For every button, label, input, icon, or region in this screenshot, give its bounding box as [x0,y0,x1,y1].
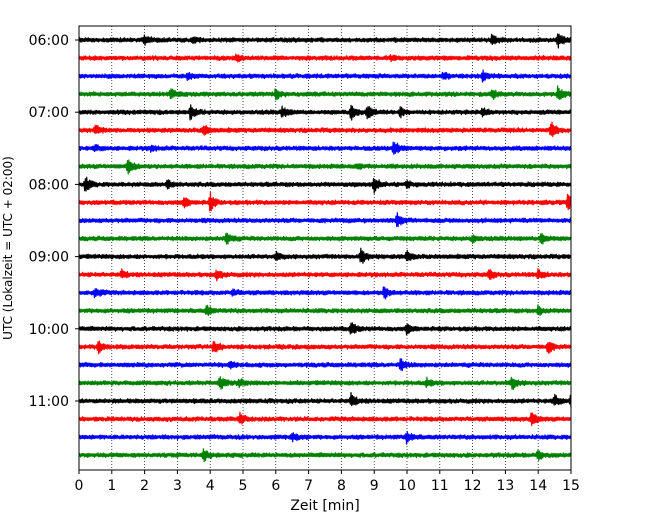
trace-1100 [78,391,572,408]
trace-0945 [78,304,572,317]
y-tick-label: 10:00 [29,322,69,338]
y-tick-label: 09:00 [29,250,69,266]
trace-0700 [78,104,572,121]
trace-0745 [78,159,572,175]
x-axis: 0 1 2 3 4 5 6 7 8 9 10 11 12 13 14 15 [75,470,580,494]
trace-0800 [78,176,572,194]
trace-1030 [78,358,572,372]
x-tick-label: 2 [140,478,149,494]
trace-0815 [78,191,572,212]
trace-0615 [78,53,572,63]
y-tick-label: 06:00 [29,33,69,49]
trace-0645 [78,85,572,101]
x-tick-label: 14 [529,478,547,494]
x-tick-label: 12 [464,478,482,494]
trace-1145 [78,448,572,463]
x-tick-label: 1 [107,478,116,494]
trace-0930 [78,286,572,300]
x-tick-label: 15 [562,478,580,494]
x-tick-label: 8 [337,478,346,494]
y-tick-label: 07:00 [29,105,69,121]
x-tick-label: 13 [496,478,514,494]
trace-0730 [78,141,572,155]
trace-0915 [78,268,572,282]
trace-1045 [78,376,572,391]
y-tick-label: 08:00 [29,177,69,193]
y-axis: 06:00 07:00 08:00 09:00 10:00 11:00 [29,33,79,410]
x-tick-label: 7 [304,478,313,494]
plot-frame [78,25,572,471]
x-tick-label: 10 [398,478,416,494]
x-tick-label: 0 [75,478,84,494]
x-tick-label: 9 [370,478,379,494]
x-tick-label: 5 [239,478,248,494]
trace-1015 [78,340,572,355]
y-axis-label: UTC (Lokalzeit = UTC + 02:00) [1,156,15,340]
trace-0900 [78,247,572,264]
trace-0715 [78,121,572,138]
trace-1115 [78,411,572,427]
trace-1000 [78,322,572,336]
x-tick-label: 6 [271,478,280,494]
x-axis-label: Zeit [min] [290,498,359,514]
x-tick-label: 3 [173,478,182,494]
trace-0830 [78,212,572,228]
trace-group [78,33,572,463]
y-tick-label: 11:00 [29,394,69,410]
trace-1130 [78,430,572,445]
trace-0630 [78,69,572,83]
trace-0600 [78,33,572,49]
trace-0845 [78,232,572,245]
x-tick-label: 11 [431,478,449,494]
x-tick-label: 4 [206,478,215,494]
